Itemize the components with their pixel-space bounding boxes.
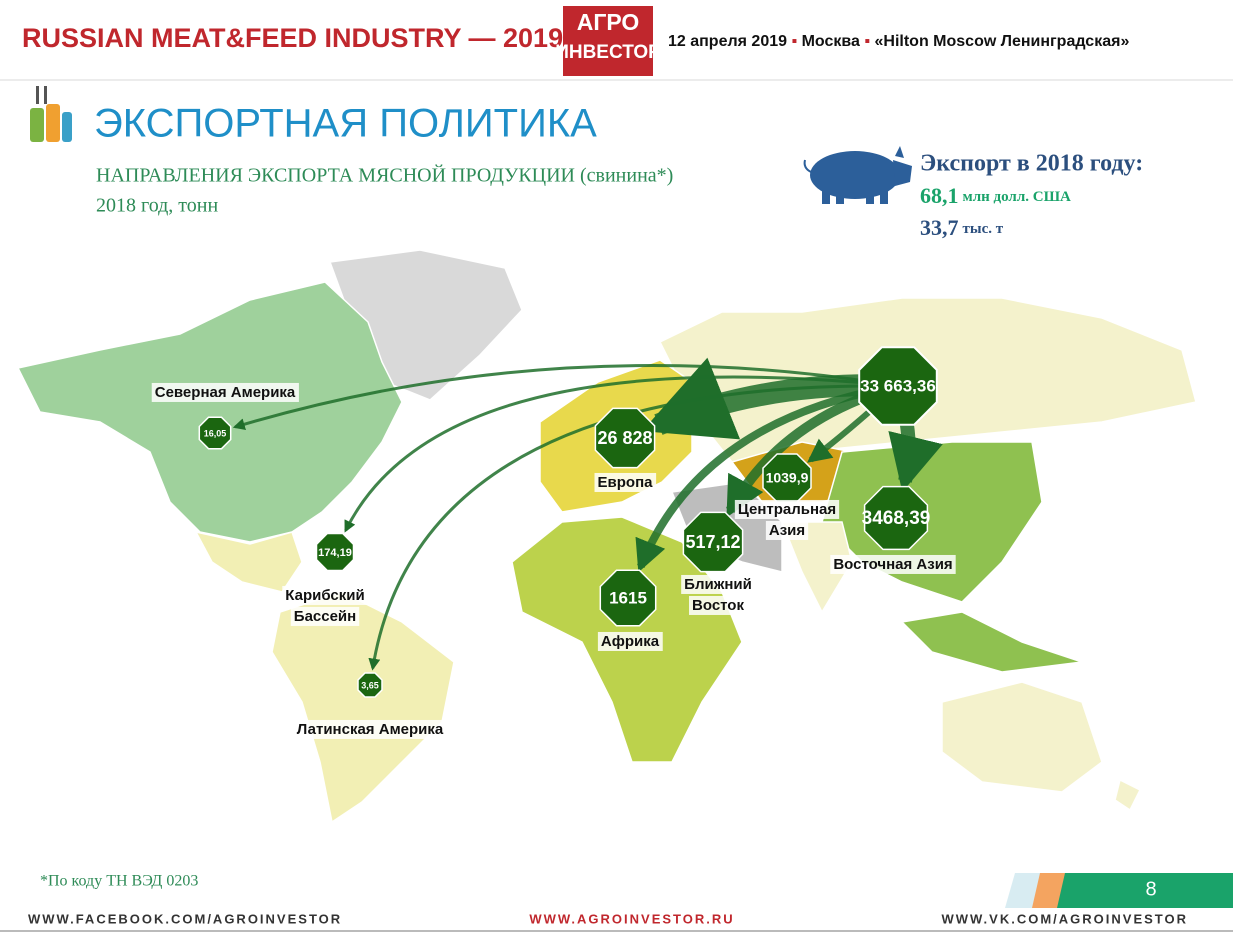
flow-arrow (344, 375, 899, 533)
region-value: 1615 (609, 588, 647, 607)
event-venue: «Hilton Moscow Ленинградская» (875, 33, 1130, 50)
label-background (290, 606, 360, 626)
regions: 16,05 Северная Америка 26 828 Европа 1039,9 Ц… (151, 346, 956, 739)
south-america (271, 591, 455, 824)
region-label: Европа (598, 474, 654, 491)
region-label: Северная Америка (155, 384, 296, 401)
value-badge (863, 485, 929, 551)
event-city: Москва (802, 33, 860, 50)
east-asia (821, 441, 1043, 603)
label-background (597, 631, 663, 651)
separator: ▪ (791, 33, 797, 50)
summary-tons: 33,7 тыс. т (920, 215, 1004, 240)
region-value: 3,65 (361, 680, 379, 690)
footnote: *По коду ТН ВЭД 0203 (40, 873, 198, 890)
flow-arrow (635, 382, 899, 573)
region-label: Карибский (285, 587, 364, 604)
region-value: 26 828 (597, 428, 652, 448)
flow-arrow (368, 384, 899, 671)
page-number: 8 (1145, 878, 1156, 900)
label-background (689, 595, 748, 615)
new-zealand (1114, 778, 1142, 812)
region-label: Латинская Америка (297, 721, 444, 738)
region-value: 3468,39 (862, 508, 931, 529)
subtitle: НАПРАВЛЕНИЯ ЭКСПОРТА МЯСНОЙ ПРОДУКЦИИ (с… (96, 164, 673, 187)
footer-center: WWW.AGROINVESTOR.RU (529, 911, 734, 926)
logo-top: АГРО (577, 9, 640, 35)
region-label: Африка (601, 633, 660, 650)
separator: ▪ (864, 33, 870, 50)
region-label: Восточная Азия (833, 556, 952, 573)
region-label: Центральная (738, 501, 836, 518)
origin-value: 33 663,36 (860, 376, 936, 395)
value-badge (315, 532, 355, 572)
logo-box (563, 6, 653, 76)
value-badge (682, 511, 744, 573)
summary-usd-unit: млн долл. США (963, 189, 1072, 205)
region-label: Ближний (684, 576, 752, 593)
label-background (734, 499, 840, 519)
flow-arrow (232, 364, 899, 430)
summary-usd-value: 68,1 (920, 183, 959, 208)
label-background (293, 719, 447, 739)
region-value: 517,12 (685, 532, 740, 552)
summary-tons-unit: тыс. т (963, 221, 1004, 237)
region-label: Бассейн (294, 608, 356, 625)
event-title: RUSSIAN MEAT&FEED INDUSTRY — 2019 (22, 23, 563, 53)
region-value: 1039,9 (766, 470, 809, 486)
label-background (681, 574, 755, 594)
section-icon (30, 86, 72, 142)
region-label: Восток (692, 597, 744, 614)
summary-tons-value: 33,7 (920, 215, 959, 240)
label-background (765, 520, 809, 540)
southeast-asia (900, 611, 1083, 673)
value-badge (599, 569, 657, 627)
world-map (16, 249, 1197, 824)
origin-badge (858, 346, 938, 426)
pig-icon (803, 146, 912, 204)
subtitle-period: 2018 год, тонн (96, 195, 218, 217)
north-america (16, 281, 403, 543)
event-date: 12 апреля 2019 (668, 33, 787, 50)
value-badge (357, 672, 383, 698)
south-asia (780, 521, 853, 614)
page-tab (1057, 873, 1233, 908)
page-title: ЭКСПОРТНАЯ ПОЛИТИКА (94, 102, 597, 146)
logo-bottom: ИНВЕСТОР (555, 42, 661, 63)
label-background (151, 382, 299, 402)
region-label: Азия (769, 522, 805, 539)
region-value: 16,05 (204, 428, 227, 438)
australia (941, 681, 1103, 793)
region-value: 174,19 (318, 547, 352, 559)
label-background (282, 585, 368, 605)
value-badge (198, 416, 232, 450)
summary-heading: Экспорт в 2018 году: (920, 151, 1143, 177)
footer-left: WWW.FACEBOOK.COM/AGROINVESTOR (28, 911, 342, 926)
summary-usd: 68,1 млн долл. США (920, 183, 1071, 208)
label-background (594, 472, 657, 492)
central-america (194, 530, 303, 593)
label-background (830, 554, 956, 574)
event-details: 12 апреля 2019 ▪ Москва ▪ «Hilton Moscow… (668, 33, 1129, 50)
footer-right: WWW.VK.COM/AGROINVESTOR (941, 911, 1188, 926)
value-badge (594, 407, 656, 469)
